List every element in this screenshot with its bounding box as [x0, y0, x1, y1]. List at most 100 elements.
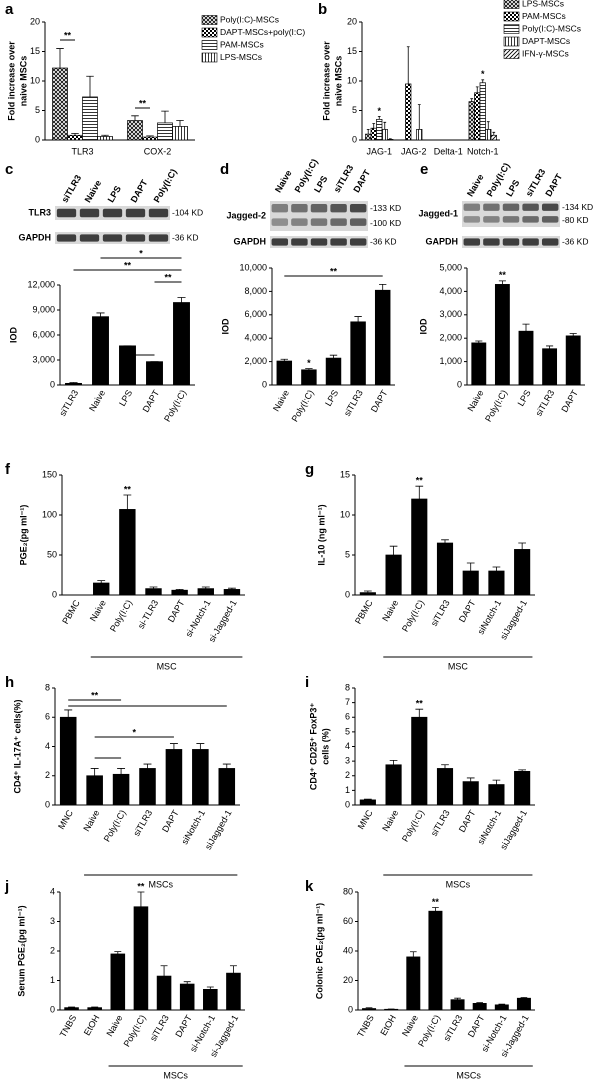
x-tick-label: Poly(I:C) [102, 808, 128, 843]
bar [488, 570, 505, 596]
bar [488, 784, 505, 806]
y-tick-label: 2,000 [244, 356, 267, 366]
blot-band [271, 238, 289, 246]
bar [165, 749, 183, 806]
error-bar [365, 1007, 373, 1009]
significance: * [133, 727, 137, 737]
x-tick-label: EtOH [82, 1013, 102, 1037]
error-bar [280, 358, 288, 362]
error-bar [160, 965, 168, 977]
error-bar [90, 768, 99, 776]
blot-band [291, 204, 308, 213]
y-tick-label: 3,000 [439, 309, 462, 319]
y-tick-label: 1 [50, 975, 55, 985]
panel-letter: e [420, 161, 428, 178]
y-tick-label: 1,000 [439, 356, 462, 366]
legend-label: PAM-MSCs [522, 11, 566, 21]
error-bar [97, 580, 106, 583]
panel-letter: c [5, 161, 13, 178]
y-tick-label: 1 [345, 785, 350, 795]
bar [197, 588, 214, 596]
y-tick-label: 2 [345, 770, 350, 780]
legend-label: DAPT-MSCs [522, 36, 570, 46]
bar [468, 101, 475, 141]
error-bar [432, 907, 439, 912]
bar [490, 134, 497, 141]
x-tick-label: Naive [104, 1013, 124, 1038]
error-bar [201, 586, 210, 589]
y-tick-label: 150 [42, 469, 57, 479]
x-tick-label: siTLR3 [429, 598, 452, 628]
bar [86, 775, 103, 806]
blot-band [463, 203, 481, 211]
bar [436, 542, 454, 596]
error-bar [354, 316, 362, 322]
bar [514, 549, 531, 596]
bar [171, 589, 188, 596]
error-bar [69, 382, 78, 384]
bar [381, 129, 388, 141]
y-tick-label: 7 [345, 697, 350, 707]
blot-band [349, 238, 367, 246]
bar [173, 302, 190, 386]
y-tick-label: 9,000 [32, 304, 55, 314]
x-tick-label: TNBS [58, 1013, 79, 1039]
x-tick-label: Naive [380, 808, 400, 833]
x-tick-label: Naive [81, 808, 101, 833]
y-tick-label: 50 [47, 549, 57, 559]
blot-band [271, 218, 289, 226]
error-bar [372, 123, 376, 129]
significance: ** [139, 98, 147, 108]
x-tick-label: Naive [87, 388, 107, 413]
bar [67, 134, 83, 141]
y-tick-label: 5,000 [439, 262, 462, 272]
significance: ** [432, 897, 440, 907]
bar [472, 1003, 487, 1011]
panel-letter: i [305, 674, 309, 691]
bar [52, 67, 68, 141]
blot-band [271, 204, 289, 213]
blot-band [502, 203, 520, 211]
bar [462, 781, 479, 806]
error-bar [379, 283, 387, 291]
lane-label: Naive [273, 168, 294, 194]
x-tick-label: siNotch-1 [476, 808, 504, 846]
bar [179, 983, 195, 1011]
bar [146, 361, 163, 386]
y-tick-label: 3,000 [32, 354, 55, 364]
significance: ** [124, 484, 132, 494]
y-tick-label: 10 [340, 509, 350, 519]
bar [325, 357, 342, 386]
legend-swatch [503, 36, 520, 47]
bar [172, 126, 188, 141]
bar [226, 972, 241, 1011]
blot-band [291, 218, 308, 226]
panel-letter: g [305, 461, 314, 478]
x-tick-label: Naive [465, 388, 485, 413]
bar [387, 139, 394, 141]
x-tick-label: DAPT [166, 598, 187, 624]
error-bar [466, 562, 475, 571]
y-tick-label: 6,000 [32, 329, 55, 339]
bar [365, 133, 372, 141]
error-bar [520, 997, 528, 999]
x-tick-label: Poly(I:C) [162, 388, 188, 423]
lane-label: DAPT [129, 178, 150, 205]
bar [411, 716, 428, 806]
x-tick-label: Poly(I:C) [483, 388, 509, 423]
significance: ** [164, 272, 172, 282]
y-axis-label: Serum PGE₂(pg ml⁻¹) [16, 905, 26, 996]
bar [485, 129, 492, 141]
y-tick-label: 10 [30, 75, 40, 85]
y-axis-label: PGE₂(pg ml⁻¹) [18, 505, 28, 566]
bar [385, 764, 402, 806]
blot-size-label: -104 KD [172, 207, 203, 217]
blot-size-label: -80 KD [562, 215, 588, 225]
y-tick-label: 4 [345, 741, 350, 751]
error-bar [169, 743, 178, 750]
blot-size-label: -100 KD [370, 218, 401, 228]
y-tick-label: 3 [50, 916, 55, 926]
panel-letter: b [318, 1, 327, 18]
